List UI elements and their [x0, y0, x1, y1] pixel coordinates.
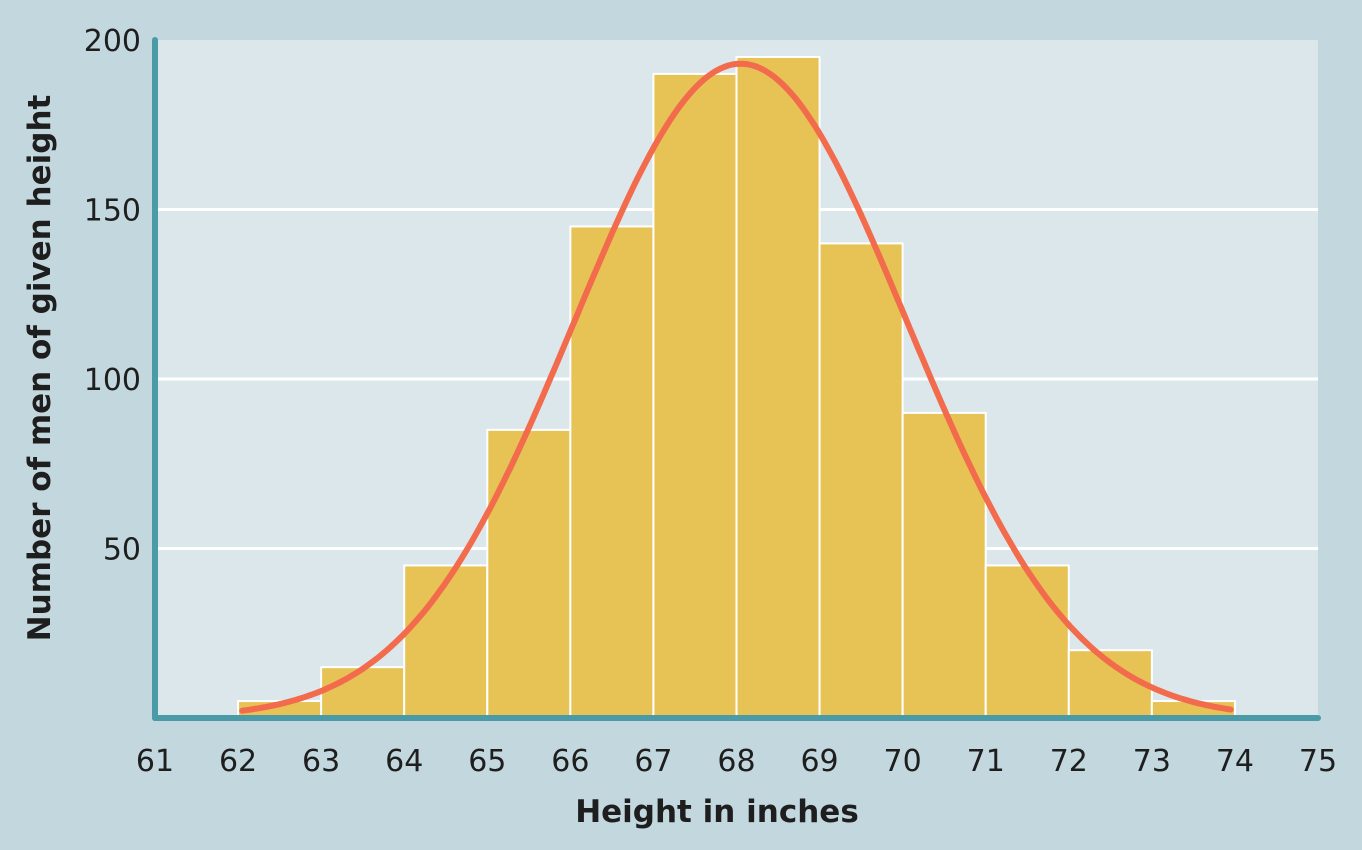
x-tick-73: 73: [1133, 744, 1171, 779]
x-tick-66: 66: [551, 744, 589, 779]
x-tick-labels: 61 62 63 64 65 66 67 68 69 70 71 72 73 74 75: [136, 744, 1337, 779]
bar-70-71: [901, 411, 987, 719]
x-tick-64: 64: [385, 744, 423, 779]
y-tick-100: 100: [84, 363, 141, 398]
histogram-bars: [237, 55, 1236, 720]
axes: [152, 37, 1321, 721]
x-tick-75: 75: [1299, 744, 1337, 779]
x-tick-65: 65: [468, 744, 506, 779]
x-tick-61: 61: [136, 744, 174, 779]
x-tick-72: 72: [1050, 744, 1088, 779]
bar-69-70: [818, 242, 904, 719]
y-tick-150: 150: [84, 194, 141, 229]
x-axis-title: Height in inches: [575, 794, 859, 830]
bar-71-72: [984, 564, 1070, 720]
y-tick-50: 50: [103, 533, 141, 568]
x-tick-67: 67: [634, 744, 672, 779]
x-tick-70: 70: [884, 744, 922, 779]
bar-64-65: [403, 564, 489, 720]
normal-curve: [239, 60, 1234, 714]
x-tick-62: 62: [219, 744, 257, 779]
bar-68-69: [735, 55, 821, 719]
x-tick-68: 68: [717, 744, 755, 779]
x-tick-69: 69: [800, 744, 838, 779]
y-tick-200: 200: [84, 24, 141, 59]
y-tick-labels: 50 100 150 200: [84, 24, 141, 568]
bar-67-68: [652, 72, 738, 719]
bar-63-64: [320, 666, 406, 720]
y-axis-title: Number of men of given height: [22, 94, 58, 641]
x-tick-74: 74: [1216, 744, 1254, 779]
x-tick-71: 71: [967, 744, 1005, 779]
x-tick-63: 63: [302, 744, 340, 779]
bar-65-66: [486, 428, 572, 719]
